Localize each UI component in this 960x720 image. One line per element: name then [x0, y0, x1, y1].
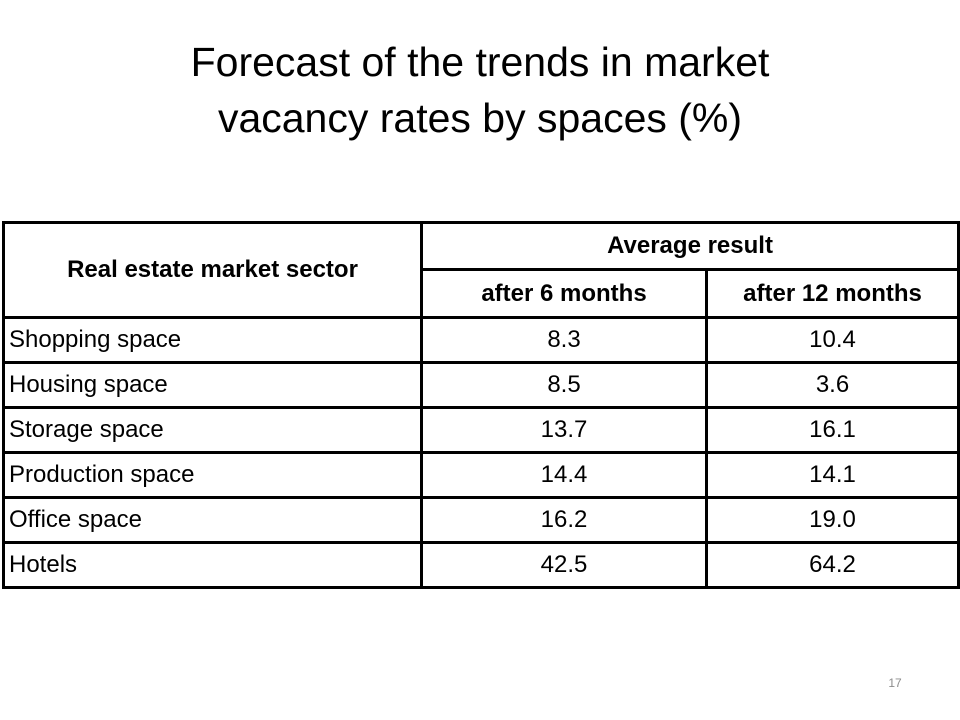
value-12-months: 10.4 — [704, 316, 960, 364]
page-number: 17 — [888, 676, 902, 690]
value-12-months: 19.0 — [704, 496, 960, 544]
table-header-row: Real estate market sector Average result — [2, 221, 960, 319]
vacancy-table: Real estate market sector Average result… — [2, 221, 960, 589]
sector-cell: Production space — [2, 451, 423, 499]
slide-title: Forecast of the trends in market vacancy… — [60, 34, 900, 146]
value-12-months: 14.1 — [704, 451, 960, 499]
after-12-months-header: after 12 months — [704, 268, 960, 319]
value-6-months: 8.5 — [420, 361, 708, 409]
value-6-months: 8.3 — [420, 316, 708, 364]
value-12-months: 3.6 — [704, 361, 960, 409]
table-row: Shopping space 8.3 10.4 — [2, 316, 960, 364]
value-6-months: 13.7 — [420, 406, 708, 454]
after-6-months-header: after 6 months — [420, 268, 708, 319]
table-subheader-row: after 6 months after 12 months — [4, 268, 960, 319]
sector-cell: Storage space — [2, 406, 423, 454]
value-6-months: 42.5 — [420, 541, 708, 589]
table-row: Storage space 13.7 16.1 — [2, 406, 960, 454]
table-row: Housing space 8.5 3.6 — [2, 361, 960, 409]
value-12-months: 64.2 — [704, 541, 960, 589]
table-row: Production space 14.4 14.1 — [2, 451, 960, 499]
value-12-months: 16.1 — [704, 406, 960, 454]
sector-header: Real estate market sector — [2, 221, 423, 319]
sector-cell: Office space — [2, 496, 423, 544]
sector-cell: Housing space — [2, 361, 423, 409]
average-result-header: Average result — [419, 221, 960, 271]
title-line-2: vacancy rates by spaces (%) — [217, 95, 743, 141]
table-row: Office space 16.2 19.0 — [2, 496, 960, 544]
value-6-months: 16.2 — [420, 496, 708, 544]
value-6-months: 14.4 — [420, 451, 708, 499]
title-line-1: Forecast of the trends in market — [190, 39, 770, 85]
table-row: Hotels 42.5 64.2 — [2, 541, 960, 589]
sector-cell: Hotels — [2, 541, 423, 589]
sector-cell: Shopping space — [2, 316, 423, 364]
